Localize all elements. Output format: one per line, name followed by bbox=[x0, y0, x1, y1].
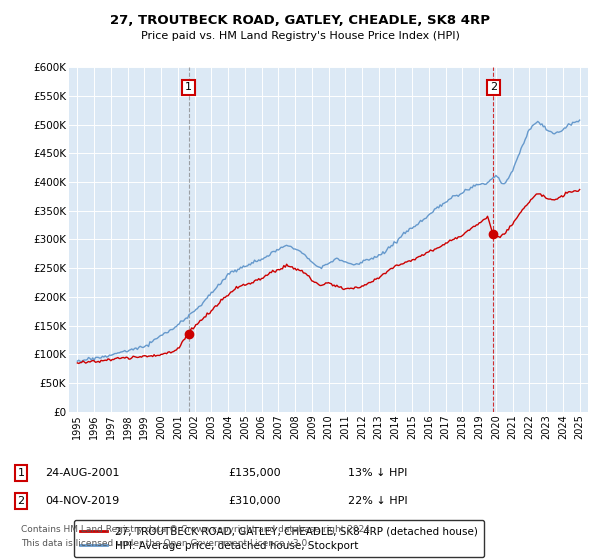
Text: Price paid vs. HM Land Registry's House Price Index (HPI): Price paid vs. HM Land Registry's House … bbox=[140, 31, 460, 41]
Text: 27, TROUTBECK ROAD, GATLEY, CHEADLE, SK8 4RP: 27, TROUTBECK ROAD, GATLEY, CHEADLE, SK8… bbox=[110, 14, 490, 27]
Text: £310,000: £310,000 bbox=[228, 496, 281, 506]
Text: 13% ↓ HPI: 13% ↓ HPI bbox=[348, 468, 407, 478]
Text: £135,000: £135,000 bbox=[228, 468, 281, 478]
Legend: 27, TROUTBECK ROAD, GATLEY, CHEADLE, SK8 4RP (detached house), HPI: Average pric: 27, TROUTBECK ROAD, GATLEY, CHEADLE, SK8… bbox=[74, 520, 484, 557]
Text: 24-AUG-2001: 24-AUG-2001 bbox=[45, 468, 119, 478]
Text: Contains HM Land Registry data © Crown copyright and database right 2024.: Contains HM Land Registry data © Crown c… bbox=[21, 525, 373, 534]
Text: 1: 1 bbox=[185, 82, 192, 92]
Text: 04-NOV-2019: 04-NOV-2019 bbox=[45, 496, 119, 506]
Text: 22% ↓ HPI: 22% ↓ HPI bbox=[348, 496, 407, 506]
Text: 2: 2 bbox=[490, 82, 497, 92]
Text: 2: 2 bbox=[17, 496, 25, 506]
Text: This data is licensed under the Open Government Licence v3.0.: This data is licensed under the Open Gov… bbox=[21, 539, 310, 548]
Text: 1: 1 bbox=[17, 468, 25, 478]
